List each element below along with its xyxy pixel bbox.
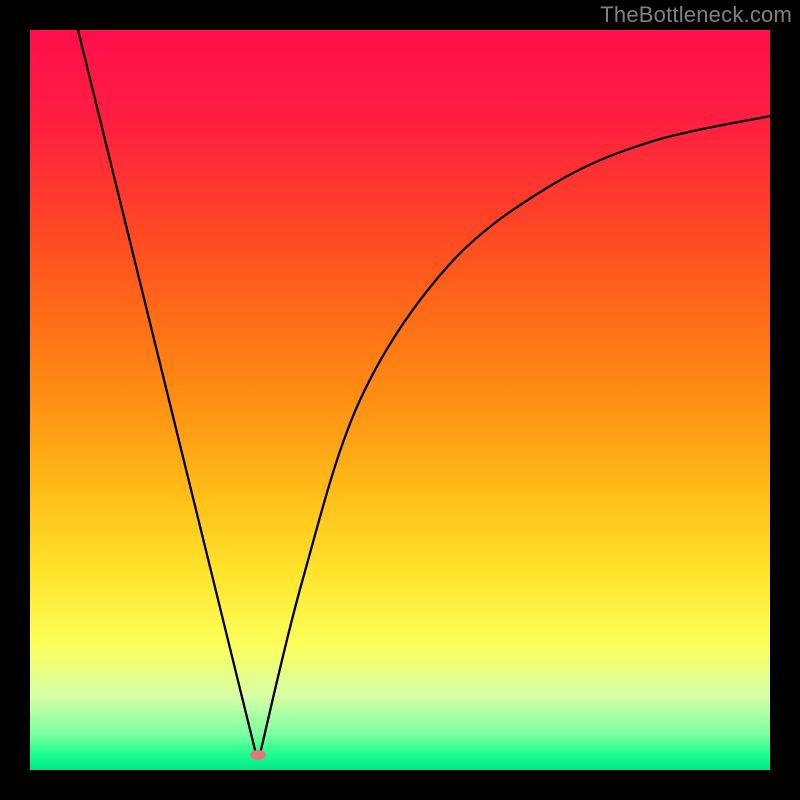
plot-area <box>30 30 770 770</box>
gradient-background <box>30 30 770 770</box>
minimum-marker <box>250 750 266 760</box>
watermark-text: TheBottleneck.com <box>600 2 792 28</box>
chart-svg <box>30 30 770 770</box>
